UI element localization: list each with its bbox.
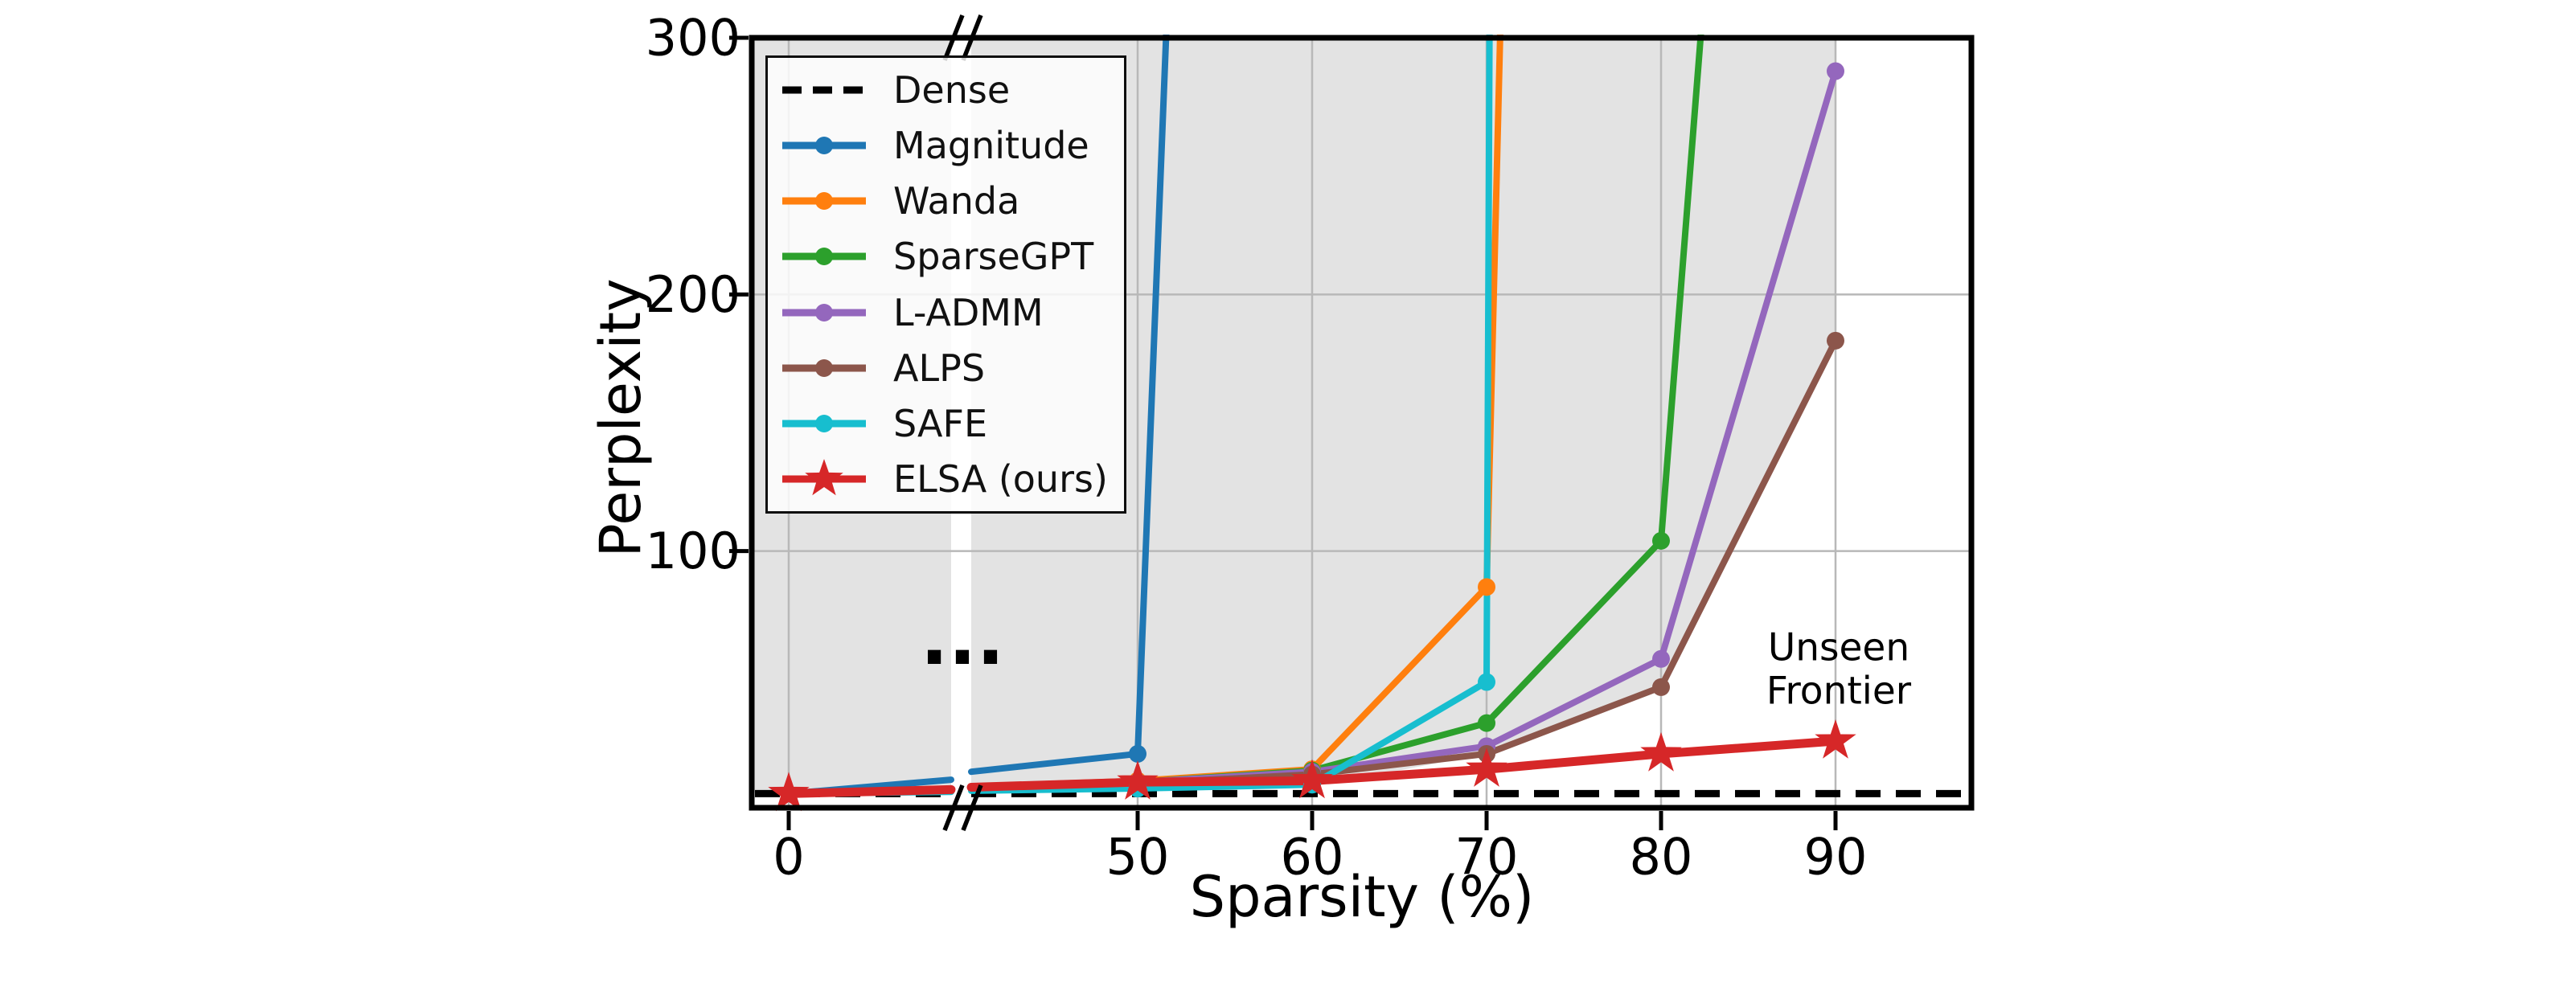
x-axis-label: Sparsity (%) [1190,864,1535,930]
marker-dot-L-ADMM [1652,649,1670,668]
legend-label: L-ADMM [893,290,1044,334]
marker-dot-SparseGPT [1652,531,1670,550]
legend-label: SparseGPT [893,235,1094,279]
legend-swatch [782,358,866,377]
legend-item-elsa-ours-: ELSA (ours) [779,453,1124,506]
marker-dot-ALPS [1827,331,1844,350]
x-tick-label: 50 [1106,827,1170,886]
legend-swatch [782,248,866,266]
annotation-unseen: Unseen [1768,626,1909,670]
legend-swatch [782,414,866,432]
legend-swatch [782,137,866,155]
legend-swatch [782,458,866,496]
data-markers [768,62,1856,812]
annotation-frontier: Frontier [1766,670,1912,714]
legend: Dense Magnitude Wanda SparseGPT L-ADMM ALPS SA… [765,55,1126,514]
marker-dot-Magnitude [1129,744,1146,763]
y-axis-label: Perplexity [588,278,654,557]
marker-dot-ALPS [1652,678,1670,696]
legend-item-safe: SAFE [779,397,1124,450]
tick-labels: 0 50 60 70 80 90 100 200 300 [646,9,1868,887]
axis-break-ellipsis: ··· [921,615,1005,701]
marker-dot-L-ADMM [1827,62,1844,80]
legend-label: Magnitude [893,124,1089,168]
axis-break-slash [961,14,983,62]
legend-item-wanda: Wanda [779,174,1124,227]
y-tick-label: 200 [646,265,740,324]
legend-label: SAFE [893,401,988,445]
x-tick-label: 70 [1455,827,1519,886]
legend-item-l-admm: L-ADMM [779,286,1124,339]
marker-star-ELSA (ours) [1466,747,1507,787]
axes-frame [729,14,1975,832]
plot-frame [749,35,1975,811]
legend-swatch [782,192,866,211]
marker-star-ELSA (ours) [1117,760,1159,800]
marker-star-ELSA (ours) [768,772,810,812]
x-tick-label: 90 [1804,827,1868,886]
marker-star-ELSA (ours) [1291,759,1333,799]
axis-break-slash [961,784,983,832]
axis-break-slash [942,14,965,62]
y-tick-label: 100 [646,522,740,580]
marker-dot-Wanda [1478,578,1495,596]
x-tick-label: 80 [1630,827,1693,886]
legend-label: ALPS [893,346,986,390]
series-line-ELSA (ours) [966,736,1840,792]
axis-break-slash [942,784,965,832]
legend-swatch [782,86,866,94]
x-tick-label: 0 [773,827,804,886]
marker-star-ELSA (ours) [1815,719,1856,759]
x-tick-label: 60 [1281,827,1344,886]
legend-item-magnitude: Magnitude [779,119,1124,172]
legend-label: Dense [893,68,1011,113]
legend-item-dense: Dense [779,63,1124,117]
marker-dot-SAFE [1478,673,1495,691]
marker-star-ELSA (ours) [1640,731,1682,772]
legend-label: ELSA (ours) [893,457,1108,501]
legend-swatch [782,303,866,321]
y-tick-label: 300 [646,9,740,68]
legend-label: Wanda [893,179,1020,223]
legend-item-sparsegpt: SparseGPT [779,230,1124,283]
legend-item-alps: ALPS [779,342,1124,395]
series-line-ELSA (ours) [784,784,956,798]
marker-dot-SparseGPT [1478,714,1495,732]
